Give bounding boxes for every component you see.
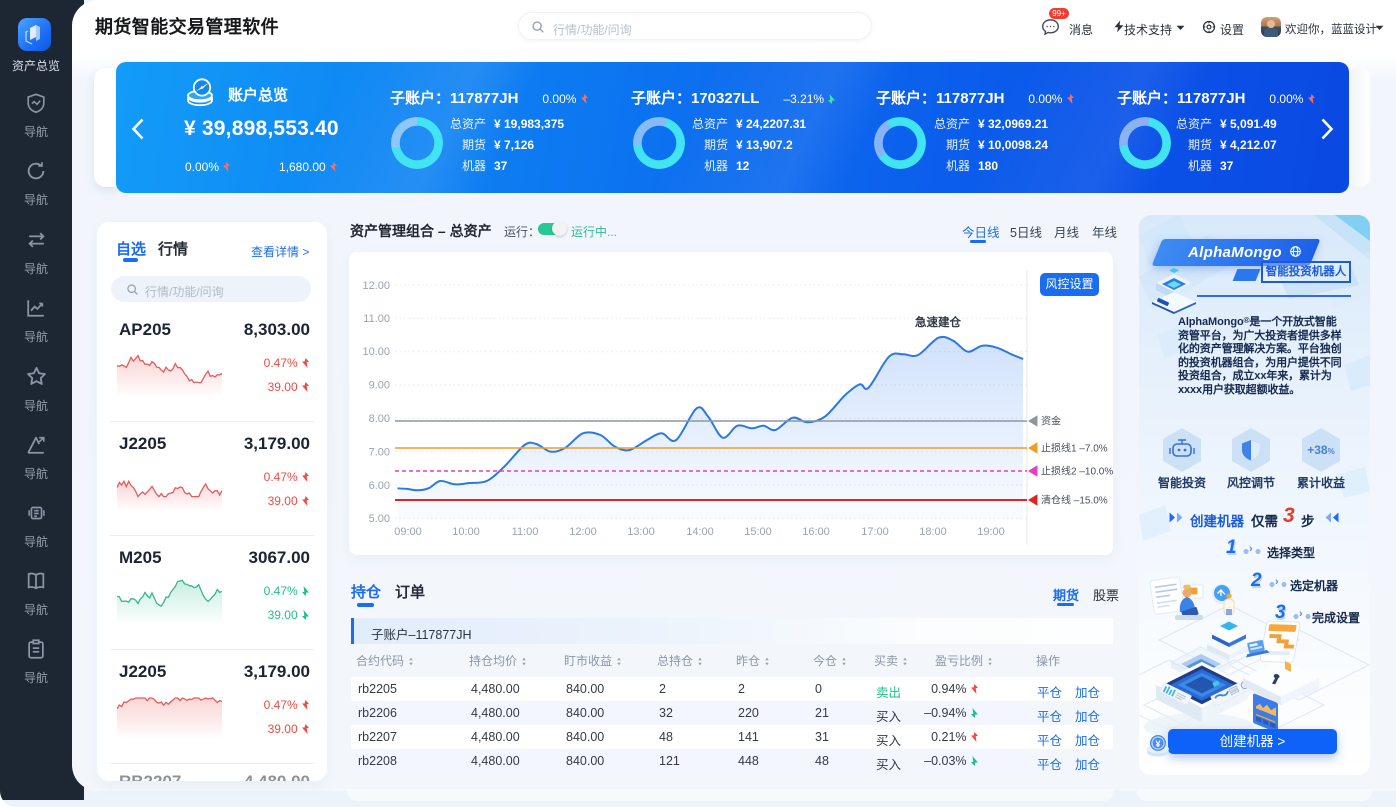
svg-text:09:00: 09:00 (394, 526, 422, 538)
svg-text:16:00: 16:00 (802, 526, 830, 538)
svg-text:¥: ¥ (1155, 739, 1160, 749)
svg-text:10:00: 10:00 (452, 526, 480, 538)
svg-text:12:00: 12:00 (569, 526, 597, 538)
svg-text:11:00: 11:00 (512, 526, 539, 538)
svg-text:10.00: 10.00 (362, 346, 390, 358)
svg-text:6.00: 6.00 (369, 480, 390, 492)
svg-text:9.00: 9.00 (369, 380, 390, 392)
svg-text:7.00: 7.00 (369, 447, 390, 459)
svg-text:12.00: 12.00 (362, 280, 390, 292)
svg-text:5.00: 5.00 (369, 513, 390, 525)
svg-text:15:00: 15:00 (744, 526, 772, 538)
svg-text:14:00: 14:00 (686, 526, 714, 538)
svg-text:11.00: 11.00 (363, 313, 390, 325)
svg-text:13:00: 13:00 (627, 526, 655, 538)
svg-text:8.00: 8.00 (369, 413, 390, 425)
svg-text:智能投资: 智能投资 (1157, 475, 1206, 490)
svg-text:止损线1 –7.0%: 止损线1 –7.0% (1041, 442, 1108, 455)
svg-text:累计收益: 累计收益 (1297, 475, 1345, 490)
svg-text:资金: 资金 (1041, 415, 1061, 428)
svg-text:急速建仓: 急速建仓 (915, 315, 961, 329)
svg-text:18:00: 18:00 (919, 526, 947, 538)
svg-text:17:00: 17:00 (861, 526, 889, 538)
svg-text:清仓线 –15.0%: 清仓线 –15.0% (1041, 494, 1108, 507)
svg-text:风控调节: 风控调节 (1227, 475, 1275, 490)
svg-text:止损线2 –10.0%: 止损线2 –10.0% (1041, 465, 1113, 478)
svg-text:19:00: 19:00 (977, 526, 1005, 538)
svg-text:+38%: +38% (1307, 443, 1334, 457)
